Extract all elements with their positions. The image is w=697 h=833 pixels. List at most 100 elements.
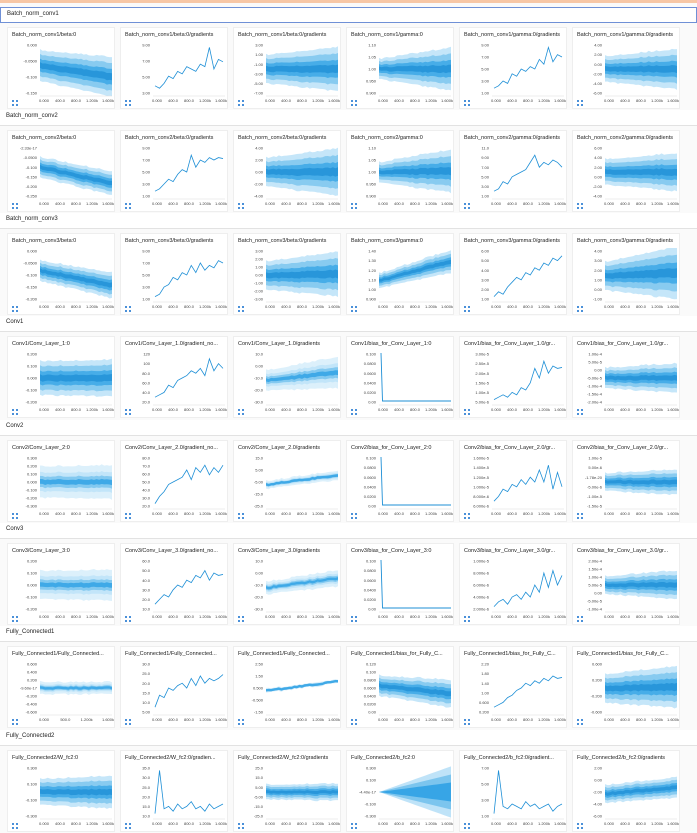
chart-card[interactable]: Conv3/Conv_Layer_3.0/gradients 10.0 0.00 -1… [233,543,341,625]
chart-card[interactable]: Conv3/bias_for_Conv_Layer_3.0/gr... 1.000… [459,543,567,625]
chart-card[interactable]: Batch_norm_conv2/beta:0 -2.33e-17 -0.0500-… [7,130,115,212]
expand-icon[interactable] [464,823,470,829]
expand-icon[interactable] [238,409,244,415]
expand-icon[interactable] [577,719,583,725]
expand-icon[interactable] [464,203,470,209]
chart-card[interactable]: Batch_norm_conv1/beta:0/gradients 3.00 1.0… [233,27,341,109]
expand-icon[interactable] [125,513,131,519]
chart-card[interactable]: Fully_Connected1/Fully_Connected... 2.50 1… [233,646,341,728]
expand-icon[interactable] [351,513,357,519]
section-header-conv3[interactable]: Conv3 [0,523,697,539]
chart-card[interactable]: Batch_norm_conv1/beta:0/gradients 9.00 7.0… [120,27,228,109]
chart-card[interactable]: Conv1/Conv_Layer_1.0/gradients 10.0 0.00 -1… [233,336,341,418]
chart-card[interactable]: Conv3/Conv_Layer_3:0 0.200 0.100 0.000 -0.10… [7,543,115,625]
expand-icon[interactable] [238,100,244,106]
chart-card[interactable]: Batch_norm_conv2/gamma:0 1.10 1.05 1.00 0.95… [346,130,454,212]
chart-card[interactable]: Batch_norm_conv1/beta:0 0.000 -0.0500 -0.10… [7,27,115,109]
expand-icon[interactable] [351,409,357,415]
chart-card[interactable]: Fully_Connected1/Fully_Connected... 30.0 2… [120,646,228,728]
expand-icon[interactable] [577,823,583,829]
expand-icon[interactable] [464,616,470,622]
chart-card[interactable]: Conv1/bias_for_Conv_Layer_1:0 0.100 0.0800… [346,336,454,418]
chart-card[interactable]: Fully_Connected2/W_fc2:0/gradients 25.0 15… [233,750,341,832]
expand-icon[interactable] [12,719,18,725]
section-header-conv2[interactable]: Conv2 [0,420,697,436]
expand-icon[interactable] [464,513,470,519]
expand-icon[interactable] [125,719,131,725]
chart-card[interactable]: Fully_Connected1/bias_for_Fully_C... 2.20… [459,646,567,728]
chart-card[interactable]: Conv1/Conv_Layer_1.0/gradient_no... 120 10… [120,336,228,418]
expand-icon[interactable] [12,823,18,829]
chart-card[interactable]: Conv2/bias_for_Conv_Layer_2.0/gr... 1.00e… [572,440,680,522]
chart-card[interactable]: Batch_norm_conv2/beta:0/gradients 4.00 2.0… [233,130,341,212]
expand-icon[interactable] [125,409,131,415]
expand-icon[interactable] [577,203,583,209]
chart-card[interactable]: Batch_norm_conv3/gamma:0/gradients 4.00 3.… [572,233,680,315]
expand-icon[interactable] [125,306,131,312]
expand-icon[interactable] [351,719,357,725]
expand-icon[interactable] [238,306,244,312]
chart-card[interactable]: Batch_norm_conv3/beta:0/gradients 9.00 7.0… [120,233,228,315]
expand-icon[interactable] [351,100,357,106]
section-header-fully-connected1[interactable]: Fully_Connected1 [0,626,697,642]
chart-card[interactable]: Conv2/bias_for_Conv_Layer_2:0 0.100 0.0800… [346,440,454,522]
chart-card[interactable]: Conv1/bias_for_Conv_Layer_1.0/gr... 1.00e… [572,336,680,418]
chart-card[interactable]: Fully_Connected2/W_fc2:0 0.300 0.100 -0.100… [7,750,115,832]
expand-icon[interactable] [351,823,357,829]
section-header-fully-connected2[interactable]: Fully_Connected2 [0,730,697,746]
chart-card[interactable]: Batch_norm_conv3/beta:0 0.000 -0.0500 -0.10… [7,233,115,315]
expand-icon[interactable] [464,100,470,106]
chart-card[interactable]: Fully_Connected2/W_fc2:0/gradien... 35.0 3… [120,750,228,832]
expand-icon[interactable] [577,616,583,622]
expand-icon[interactable] [125,100,131,106]
section-header-batch-norm-conv1[interactable]: Batch_norm_conv1 [0,7,697,23]
chart-card[interactable]: Fully_Connected1/bias_for_Fully_C... 0.12… [346,646,454,728]
chart-card[interactable]: Conv1/Conv_Layer_1:0 0.200 0.100 0.000 -0.10… [7,336,115,418]
chart-card[interactable]: Conv2/bias_for_Conv_Layer_2.0/gr... 1.600… [459,440,567,522]
chart-card[interactable]: Fully_Connected2/b_fc2:0/gradients 2.00 0.… [572,750,680,832]
expand-icon[interactable] [12,306,18,312]
chart-card[interactable]: Conv3/Conv_Layer_3.0/gradient_no... 60.0 5… [120,543,228,625]
expand-icon[interactable] [577,409,583,415]
expand-icon[interactable] [12,100,18,106]
chart-card[interactable]: Fully_Connected2/b_fc2:0 0.300 0.100 -4.40e… [346,750,454,832]
expand-icon[interactable] [125,823,131,829]
expand-icon[interactable] [464,409,470,415]
expand-icon[interactable] [238,823,244,829]
expand-icon[interactable] [12,203,18,209]
expand-icon[interactable] [125,616,131,622]
chart-card[interactable]: Conv2/Conv_Layer_2:0 0.300 0.200 0.100 0.000… [7,440,115,522]
chart-card[interactable]: Conv2/Conv_Layer_2.0/gradients 15.0 5.00 -5… [233,440,341,522]
chart-card[interactable]: Batch_norm_conv2/beta:0/gradients 9.00 7.0… [120,130,228,212]
chart-card[interactable]: Conv2/Conv_Layer_2.0/gradient_no... 80.0 7… [120,440,228,522]
expand-icon[interactable] [238,616,244,622]
expand-icon[interactable] [351,616,357,622]
expand-icon[interactable] [577,100,583,106]
chart-card[interactable]: Batch_norm_conv1/gamma:0/gradients 9.00 7.… [459,27,567,109]
expand-icon[interactable] [238,513,244,519]
chart-card[interactable]: Batch_norm_conv3/gamma:0 1.40 1.30 1.20 1.10… [346,233,454,315]
expand-icon[interactable] [351,203,357,209]
section-header-batch-norm-conv3[interactable]: Batch_norm_conv3 [0,213,697,229]
expand-icon[interactable] [238,719,244,725]
expand-icon[interactable] [464,306,470,312]
expand-icon[interactable] [238,203,244,209]
chart-card[interactable]: Batch_norm_conv3/beta:0/gradients 3.00 2.0… [233,233,341,315]
expand-icon[interactable] [577,513,583,519]
chart-card[interactable]: Fully_Connected2/b_fc2:0/gradient... 7.00… [459,750,567,832]
chart-card[interactable]: Conv3/bias_for_Conv_Layer_3:0 0.100 0.0800… [346,543,454,625]
chart-card[interactable]: Batch_norm_conv3/gamma:0/gradients 6.00 5.… [459,233,567,315]
chart-card[interactable]: Batch_norm_conv1/gamma:0 1.10 1.05 1.00 0.95… [346,27,454,109]
chart-card[interactable]: Conv3/bias_for_Conv_Layer_3.0/gr... 2.00e… [572,543,680,625]
expand-icon[interactable] [577,306,583,312]
expand-icon[interactable] [464,719,470,725]
section-header-batch-norm-conv2[interactable]: Batch_norm_conv2 [0,110,697,126]
chart-card[interactable]: Fully_Connected1/bias_for_Fully_C... 0.60… [572,646,680,728]
chart-card[interactable]: Conv1/bias_for_Conv_Layer_1.0/gr... 3.00e… [459,336,567,418]
expand-icon[interactable] [12,409,18,415]
expand-icon[interactable] [12,513,18,519]
expand-icon[interactable] [351,306,357,312]
expand-icon[interactable] [12,616,18,622]
chart-card[interactable]: Batch_norm_conv1/gamma:0/gradients 4.00 2.… [572,27,680,109]
chart-card[interactable]: Batch_norm_conv2/gamma:0/gradients 11.0 9.… [459,130,567,212]
